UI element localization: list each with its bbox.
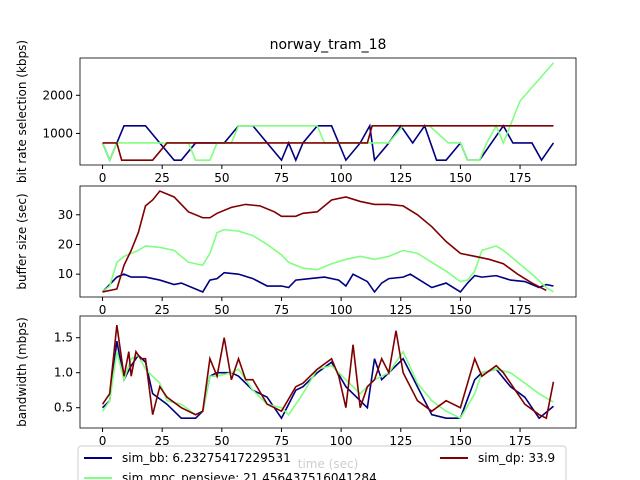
- x-tick-label: 75: [274, 434, 289, 448]
- axes-frame: [79, 185, 577, 298]
- y-tick-label: 2000: [42, 88, 73, 102]
- y-tick-label: 30: [58, 208, 73, 222]
- x-tick-label: 100: [330, 171, 353, 185]
- legend-label: sim_mpc_pensieve: 21.456437516041284: [122, 471, 377, 480]
- x-tick-label: 25: [155, 434, 170, 448]
- y-tick-label: 1000: [42, 126, 73, 140]
- x-tick-label: 175: [509, 303, 532, 317]
- axes-frame: [79, 315, 577, 429]
- x-tick-label: 0: [99, 434, 107, 448]
- x-tick-label: 50: [214, 434, 229, 448]
- y-axis-label: bandwidth (mbps): [15, 317, 29, 427]
- series-line: [102, 125, 554, 161]
- axes-frame: [79, 57, 577, 166]
- legend-label: sim_dp: 33.9: [478, 451, 555, 465]
- legend-label: sim_bb: 6.23275417229531: [122, 451, 291, 465]
- x-tick-label: 125: [389, 434, 412, 448]
- x-tick-label: 75: [274, 171, 289, 185]
- y-axis-label: buffer size (sec): [15, 193, 29, 289]
- series-line: [101, 324, 555, 420]
- x-tick-label: 0: [99, 171, 107, 185]
- series-line: [102, 190, 547, 293]
- series-line: [102, 228, 554, 293]
- y-tick-label: 0.5: [54, 401, 73, 415]
- x-tick-label: 125: [389, 303, 412, 317]
- x-tick-label: 175: [509, 434, 532, 448]
- x-tick-label: 75: [274, 303, 289, 317]
- y-axis-label: bit rate selection (kbps): [15, 40, 29, 183]
- series-line: [101, 341, 554, 420]
- x-tick-label: 125: [389, 171, 412, 185]
- legend-box: [77, 445, 567, 480]
- y-tick-label: 1.5: [54, 331, 73, 345]
- x-tick-label: 175: [509, 171, 532, 185]
- x-tick-label: 50: [214, 303, 229, 317]
- y-tick-label: 20: [58, 237, 73, 251]
- x-tick-label: 150: [449, 434, 472, 448]
- series-line: [101, 350, 554, 420]
- x-tick-label: 100: [330, 434, 353, 448]
- series-line: [101, 62, 555, 163]
- x-tick-label: 150: [449, 303, 472, 317]
- chart-title: norway_tram_18: [270, 37, 387, 53]
- x-tick-label: 25: [155, 303, 170, 317]
- x-tick-label: 25: [155, 171, 170, 185]
- x-tick-label: 100: [330, 303, 353, 317]
- x-tick-label: 150: [449, 171, 472, 185]
- x-tick-label: 50: [214, 171, 229, 185]
- series-line: [101, 271, 554, 294]
- legend: sim_bb: 6.23275417229531 sim_mpc_pensieve…: [77, 445, 567, 480]
- x-tick-label: 0: [99, 303, 107, 317]
- y-tick-label: 10: [58, 267, 73, 281]
- y-tick-label: 1.0: [54, 366, 73, 380]
